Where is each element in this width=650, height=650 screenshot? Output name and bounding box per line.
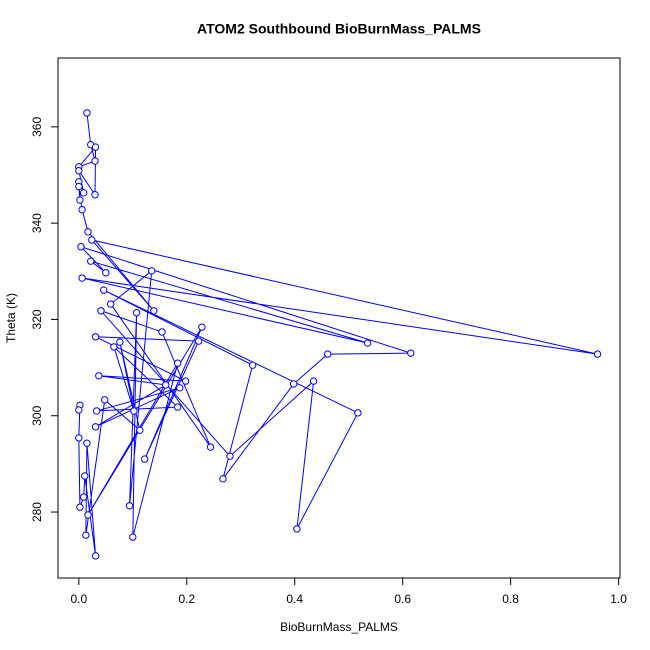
data-point (129, 533, 137, 541)
data-point (132, 309, 141, 317)
chart-title: ATOM2 Southbound BioBurnMass_PALMS (197, 21, 481, 37)
data-point (77, 243, 85, 251)
data-point (248, 361, 257, 369)
data-line (77, 112, 598, 556)
data-point (102, 269, 110, 277)
data-point (158, 328, 166, 336)
data-point (148, 267, 156, 275)
data-point (79, 189, 88, 197)
data-point (173, 359, 182, 367)
data-point (99, 286, 108, 294)
data-point (91, 191, 99, 199)
data-point (82, 531, 90, 539)
x-tick-label: 0.8 (502, 592, 519, 606)
data-point (162, 381, 170, 389)
data-point (176, 384, 184, 392)
data-point (88, 236, 96, 244)
data-point (97, 307, 105, 315)
data-point (81, 472, 89, 480)
data-point (182, 377, 190, 385)
data-point (79, 493, 88, 501)
data-point (84, 228, 92, 236)
data-point (87, 257, 95, 265)
y-axis-label: Theta (K) (4, 293, 18, 343)
data-point (354, 409, 362, 417)
data-point (75, 166, 83, 175)
data-point (91, 333, 100, 341)
y-tick-label: 360 (30, 117, 44, 137)
x-tick-label: 0.6 (394, 592, 411, 606)
data-point (78, 205, 86, 214)
data-point (593, 350, 602, 358)
data-point (219, 475, 227, 483)
data-point (91, 423, 100, 431)
data-point (76, 503, 84, 511)
data-point (140, 455, 149, 463)
data-point (407, 349, 415, 357)
y-tick-label: 280 (30, 502, 44, 522)
y-tick-label: 340 (30, 213, 44, 233)
y-tick-label: 320 (30, 309, 44, 329)
data-point (226, 452, 234, 460)
data-point (293, 525, 301, 533)
data-point (173, 403, 182, 411)
data-point (194, 337, 203, 345)
data-point (150, 307, 158, 315)
data-point (106, 300, 115, 308)
data-point (363, 339, 372, 347)
data-point (125, 502, 134, 510)
data-point (95, 372, 103, 380)
data-point (76, 196, 84, 204)
data-point (75, 434, 83, 442)
data-point (101, 396, 109, 404)
data-point (206, 443, 215, 451)
data-point (289, 380, 298, 388)
data-point (91, 143, 100, 151)
data-point (323, 350, 332, 358)
x-axis-label: BioBurnMass_PALMS (280, 620, 398, 634)
data-point (136, 426, 144, 434)
data-point (84, 511, 92, 519)
data-point (110, 343, 118, 351)
data-point (309, 377, 318, 385)
data-point (83, 109, 91, 117)
data-point (198, 323, 206, 331)
data-point (78, 274, 86, 282)
data-point (83, 439, 91, 447)
data-point (75, 406, 83, 414)
y-tick-label: 300 (30, 405, 44, 425)
data-point (116, 338, 124, 346)
data-point (130, 407, 138, 415)
data-point (91, 552, 100, 560)
data-point (92, 407, 101, 415)
data-point (75, 182, 83, 191)
data-point (91, 157, 99, 165)
x-tick-label: 0.0 (70, 592, 87, 606)
x-tick-label: 0.2 (178, 592, 195, 606)
x-tick-label: 1.0 (610, 592, 627, 606)
x-tick-label: 0.4 (286, 592, 303, 606)
